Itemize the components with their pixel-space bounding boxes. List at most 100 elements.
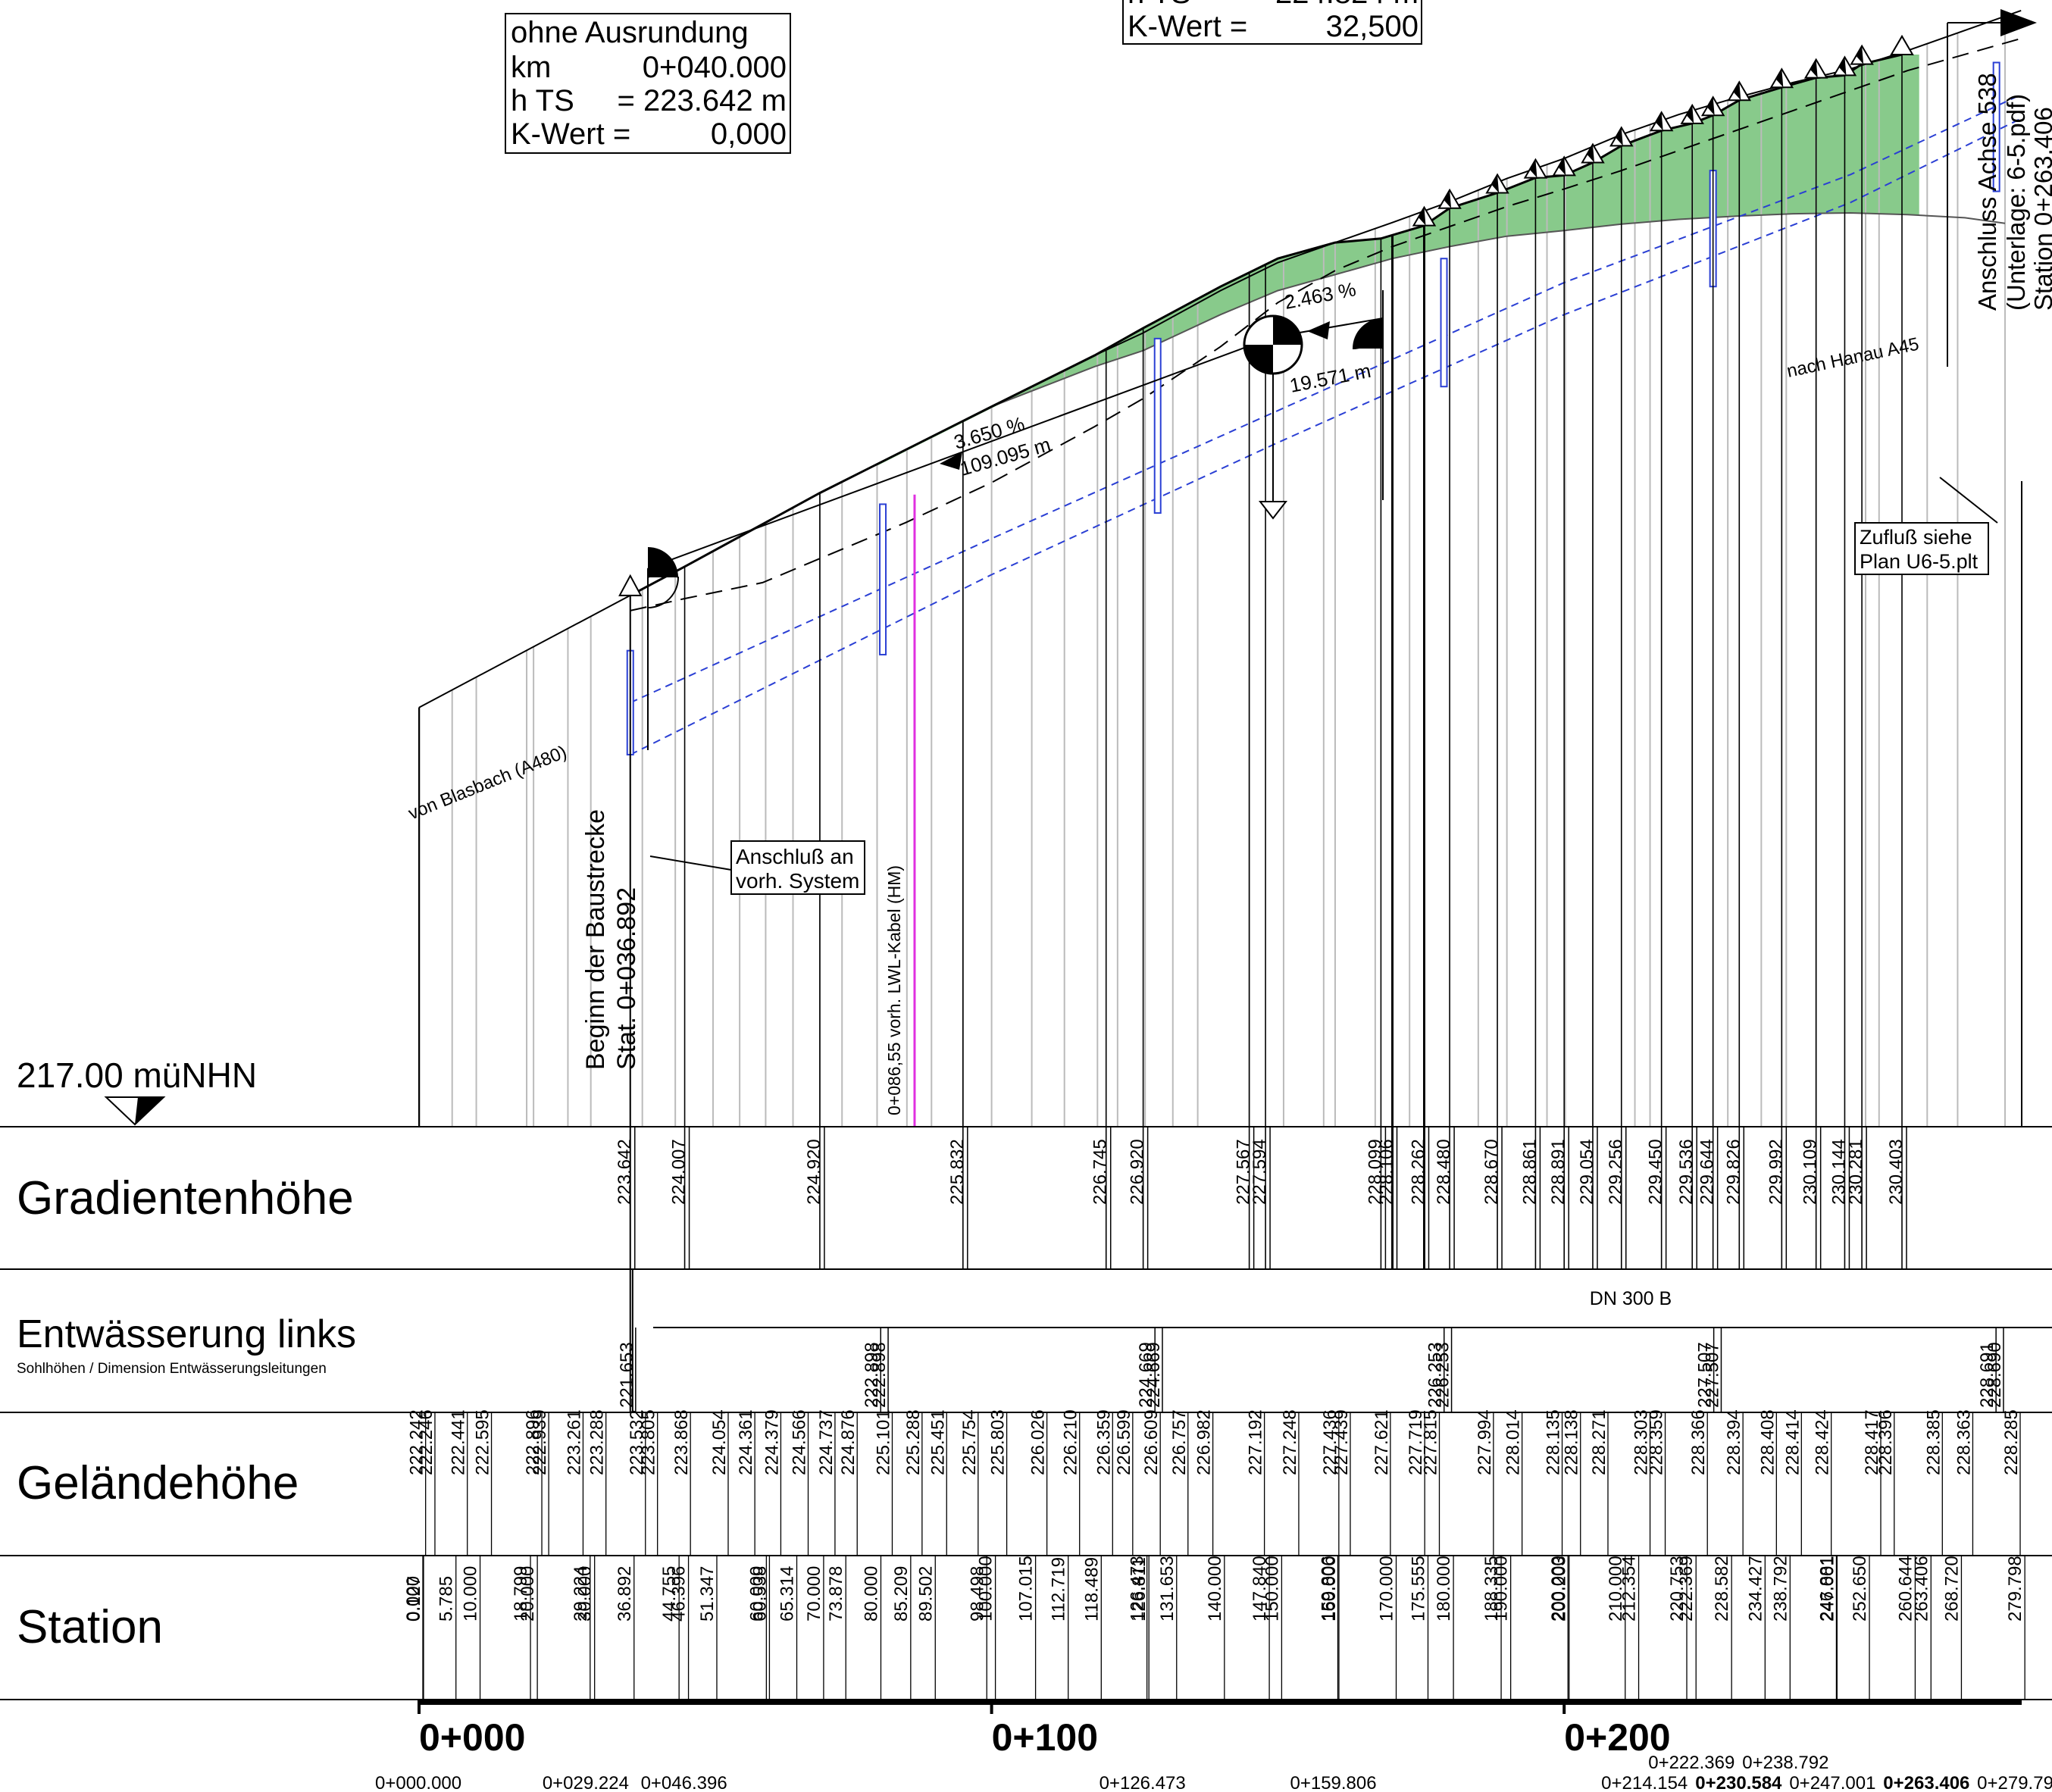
terrain-value: 226.359 — [1093, 1409, 1114, 1475]
station-value: 5.785 — [436, 1576, 457, 1622]
connection-label-1: Anschluß an — [736, 845, 854, 868]
terrain-value: 226.982 — [1194, 1409, 1215, 1475]
station-value: 228.582 — [1712, 1556, 1732, 1622]
datum-label: 217.00 müNHN — [17, 1055, 257, 1095]
bottom-station-label: 0+029.224 — [543, 1773, 629, 1792]
station-value: 126.811 — [1129, 1557, 1150, 1622]
terrain-value: 226.757 — [1169, 1409, 1190, 1475]
bottom-station-label: 0+263.406 — [1883, 1773, 1969, 1792]
bottom-station-label: 0+159.806 — [1290, 1773, 1376, 1792]
terrain-value: 227.439 — [1331, 1409, 1352, 1475]
start-station-label: Stat. 0+036.892 — [612, 887, 641, 1070]
infobox2-hts-label: h TS — [1128, 0, 1191, 10]
station-value: 180.000 — [1434, 1556, 1454, 1622]
km-mark-label: 0+100 — [992, 1716, 1098, 1759]
terrain-value: 227.436 — [1320, 1409, 1340, 1475]
station-value: 10.000 — [461, 1566, 481, 1622]
terrain-value: 228.385 — [1923, 1409, 1944, 1475]
grade-point-triangle-fill — [1687, 105, 1694, 124]
station-value: 268.720 — [1941, 1556, 1962, 1622]
gradient-value: 228.670 — [1481, 1139, 1502, 1205]
infobox-rounding: h TS 224.824 m K-Wert = 32,500 — [1122, 0, 1422, 45]
km-mark-label: 0+000 — [419, 1716, 525, 1759]
start-of-construction-label: Beginn der Baustrecke — [581, 809, 610, 1070]
drainage-value: 226.253 — [1433, 1342, 1453, 1408]
terrain-value: 228.285 — [2001, 1409, 2022, 1475]
gradient-value: 223.642 — [615, 1139, 635, 1205]
terrain-value: 225.288 — [903, 1409, 924, 1475]
station-value: 220.753 — [1667, 1556, 1688, 1622]
drainage-value: 228.690 — [1985, 1342, 2005, 1408]
terrain-value: 222.246 — [416, 1409, 436, 1475]
slope-arrow-1 — [940, 452, 962, 470]
terrain-value: 227.719 — [1406, 1409, 1426, 1475]
grade-point-triangle-fill — [1734, 82, 1741, 101]
grade-point-triangle-fill — [1839, 57, 1847, 76]
end-triangle — [1890, 34, 1914, 55]
station-value: 200.203 — [1550, 1556, 1570, 1622]
manhole-shaft — [1153, 337, 1162, 514]
station-value: 30.000 — [575, 1566, 596, 1622]
station-value: 60.000 — [746, 1566, 767, 1622]
from-road-label: von Blasbach (A480) — [405, 742, 570, 824]
terrain-value: 226.026 — [1028, 1409, 1049, 1475]
length-2-label: 19.571 m — [1287, 359, 1372, 397]
infobox-kwert-value: 0,000 — [711, 117, 787, 151]
station-value: 140.000 — [1205, 1556, 1225, 1622]
station-value: 150.000 — [1262, 1556, 1282, 1622]
station-value: 98.498 — [967, 1566, 987, 1622]
station-value: 70.000 — [804, 1566, 824, 1622]
gradient-value: 230.109 — [1800, 1139, 1821, 1205]
gradient-value: 229.826 — [1723, 1139, 1744, 1205]
drainage-value: 227.507 — [1695, 1342, 1716, 1408]
gradient-value: 226.745 — [1090, 1139, 1111, 1205]
infobox-kwert-label: K-Wert = — [511, 117, 630, 151]
bottom-station-label: 0+230.584 — [1695, 1773, 1782, 1792]
terrain-value: 228.303 — [1631, 1409, 1652, 1475]
gradient-value: 229.054 — [1577, 1139, 1597, 1205]
station-value: 18.799 — [511, 1566, 531, 1622]
terrain-value: 225.803 — [988, 1409, 1009, 1475]
terrain-value: 223.868 — [671, 1409, 692, 1475]
cut-fill-area — [877, 55, 1919, 466]
gradient-value: 229.256 — [1606, 1139, 1626, 1205]
gradient-value: 229.992 — [1766, 1139, 1786, 1205]
station-value: 210.000 — [1606, 1556, 1626, 1622]
manhole-shaft — [1440, 258, 1448, 388]
station-value: 118.489 — [1081, 1557, 1102, 1622]
bottom-station-label: 0+247.001 — [1789, 1773, 1875, 1792]
station-value: 0.000 — [403, 1576, 424, 1622]
terrain-value: 224.361 — [736, 1409, 756, 1475]
grade-point-triangle-fill — [1530, 159, 1537, 178]
station-value: 36.892 — [615, 1566, 635, 1622]
terrain-value: 227.248 — [1280, 1409, 1300, 1475]
bottom-station-label: 0+126.473 — [1100, 1773, 1186, 1792]
terrain-value: 226.210 — [1061, 1409, 1081, 1475]
drainage-value: 226.253 — [1425, 1342, 1446, 1408]
low-point-marker — [1258, 501, 1288, 520]
gradient-value: 229.450 — [1646, 1139, 1666, 1205]
drainage-value: 228.691 — [1977, 1342, 1997, 1408]
terrain-value: 228.396 — [1875, 1409, 1896, 1475]
terrain-value: 228.014 — [1503, 1409, 1524, 1475]
terrain-value: 224.566 — [790, 1409, 810, 1475]
terrain-value: 228.363 — [1953, 1409, 1974, 1475]
bottom-station-label: 0+000.000 — [375, 1773, 461, 1792]
pipe-dimension-label: DN 300 B — [1590, 1288, 1672, 1309]
slope-arrow-2 — [1307, 321, 1330, 339]
station-value: 20.000 — [518, 1566, 538, 1622]
terrain-value: 222.896 — [523, 1409, 543, 1475]
bottom-station-label: 0+279.798 — [1977, 1773, 2052, 1792]
gradient-value: 225.832 — [947, 1139, 968, 1205]
station-value: 200.000 — [1548, 1556, 1569, 1622]
station-value: 170.000 — [1377, 1556, 1397, 1622]
terrain-value: 226.599 — [1114, 1409, 1134, 1475]
terrain-value: 228.417 — [1862, 1409, 1882, 1475]
manhole-shaft — [1992, 61, 2000, 192]
station-value: 0.127 — [404, 1576, 424, 1622]
grade-point-triangle-fill — [1492, 174, 1500, 193]
to-road-label: nach Hanau A45 — [1785, 334, 1921, 382]
pi-end-symbol — [1353, 318, 1383, 349]
gradient-value: 224.007 — [669, 1139, 690, 1205]
